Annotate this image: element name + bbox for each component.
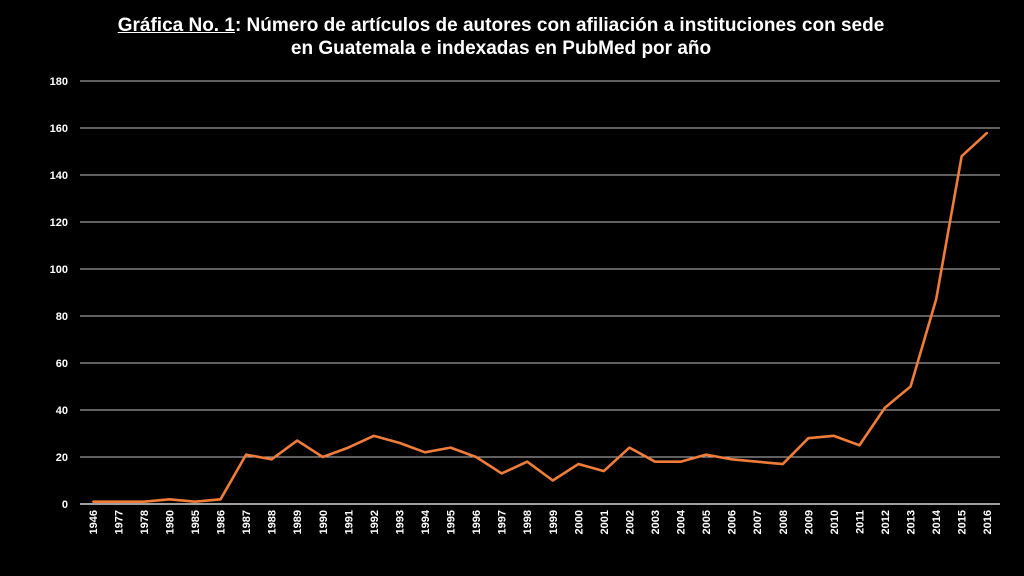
x-tick-label: 1998 xyxy=(522,510,534,534)
y-tick-label: 20 xyxy=(56,452,68,464)
x-tick-label: 1999 xyxy=(548,510,560,534)
x-tick-label: 2009 xyxy=(803,510,815,534)
x-tick-label: 2016 xyxy=(982,510,994,534)
chart-title-line1: Número de artículos de autores con afili… xyxy=(241,15,885,36)
data-point xyxy=(935,298,937,301)
data-point xyxy=(143,500,145,503)
y-tick-label: 60 xyxy=(56,358,68,370)
x-tick-label: 1987 xyxy=(241,510,253,534)
x-tick-label: 1989 xyxy=(292,510,304,534)
x-tick-label: 1977 xyxy=(113,510,125,534)
y-tick-label: 80 xyxy=(56,311,68,323)
data-point xyxy=(960,155,963,157)
data-point xyxy=(168,498,171,501)
x-tick-label: 2015 xyxy=(957,510,969,534)
data-point xyxy=(526,460,529,463)
data-point xyxy=(781,463,784,465)
data-point xyxy=(986,131,989,134)
x-tick-label: 2014 xyxy=(931,509,943,534)
x-tick-label: 1994 xyxy=(420,509,432,534)
data-point xyxy=(756,460,759,463)
data-point xyxy=(628,446,631,449)
x-tick-label: 2007 xyxy=(752,510,764,534)
data-point xyxy=(884,406,886,409)
x-tick-label: 1986 xyxy=(216,510,228,534)
data-point xyxy=(347,446,350,449)
x-tick-label: 1946 xyxy=(88,510,100,534)
series-line xyxy=(92,131,989,503)
data-point xyxy=(449,446,452,449)
data-point xyxy=(730,458,733,461)
data-point xyxy=(654,460,656,463)
x-tick-label: 1988 xyxy=(267,510,279,534)
x-tick-label: 1992 xyxy=(369,510,381,534)
x-tick-label: 2010 xyxy=(829,510,841,534)
data-point xyxy=(270,458,273,461)
data-point xyxy=(705,453,707,456)
x-tick-label: 2003 xyxy=(650,510,662,534)
data-point xyxy=(807,437,810,440)
x-axis-tick-labels: 1946 1977 1978 1980 1985 1986 1987 1988 1989 1990… xyxy=(88,509,994,534)
x-tick-label: 2011 xyxy=(854,510,866,534)
x-tick-label: 1978 xyxy=(139,510,151,534)
x-tick-label: 1995 xyxy=(446,510,458,534)
data-point xyxy=(245,453,247,456)
data-point xyxy=(475,456,477,458)
data-point xyxy=(321,456,324,458)
y-tick-label: 160 xyxy=(50,123,68,135)
x-tick-label: 1980 xyxy=(164,510,176,534)
data-point xyxy=(219,498,222,501)
x-tick-label: 2006 xyxy=(727,510,739,534)
y-tick-label: 40 xyxy=(56,405,68,417)
data-point xyxy=(909,385,912,388)
data-point xyxy=(551,479,554,482)
data-point xyxy=(398,442,401,444)
data-point xyxy=(296,439,299,442)
data-point xyxy=(117,500,120,503)
chart-title: Gráfica No. 1: Número de artículos de au… xyxy=(0,14,1002,60)
x-tick-label: 2013 xyxy=(906,510,918,534)
x-tick-label: 2000 xyxy=(573,510,585,534)
y-axis-tick-labels: 0 20 40 60 80 100 120 140 160 180 xyxy=(50,76,68,511)
data-point xyxy=(833,435,835,437)
x-tick-label: 2002 xyxy=(624,510,636,534)
y-tick-label: 0 xyxy=(62,499,68,511)
x-tick-label: 1990 xyxy=(318,510,330,534)
x-tick-label: 1985 xyxy=(190,510,202,534)
x-tick-label: 2004 xyxy=(676,509,688,534)
chart-title-separator: : xyxy=(234,15,242,36)
y-tick-label: 100 xyxy=(50,264,68,276)
y-tick-label: 180 xyxy=(50,76,68,88)
x-tick-label: 1997 xyxy=(497,510,509,534)
data-point xyxy=(194,500,196,503)
data-point xyxy=(858,444,861,447)
x-tick-label: 2001 xyxy=(599,510,611,534)
gridlines xyxy=(80,80,1000,505)
x-tick-label: 2012 xyxy=(880,510,892,534)
x-tick-label: 2005 xyxy=(701,510,713,534)
data-point xyxy=(373,435,375,437)
x-tick-label: 1996 xyxy=(471,510,483,534)
y-tick-label: 120 xyxy=(50,217,68,229)
x-tick-label: 1993 xyxy=(394,510,406,534)
series xyxy=(91,131,989,503)
data-point xyxy=(603,470,605,472)
x-tick-label: 2008 xyxy=(778,510,790,534)
data-point xyxy=(679,460,682,463)
data-point xyxy=(577,463,580,465)
data-point xyxy=(500,472,503,475)
y-tick-label: 140 xyxy=(50,170,68,182)
data-point xyxy=(424,451,426,454)
chart-title-lead: Gráfica No. 1 xyxy=(117,15,235,36)
data-point xyxy=(91,500,94,503)
x-tick-label: 1991 xyxy=(343,510,355,534)
chart-title-line2: en Guatemala e indexadas en PubMed por a… xyxy=(290,38,712,59)
